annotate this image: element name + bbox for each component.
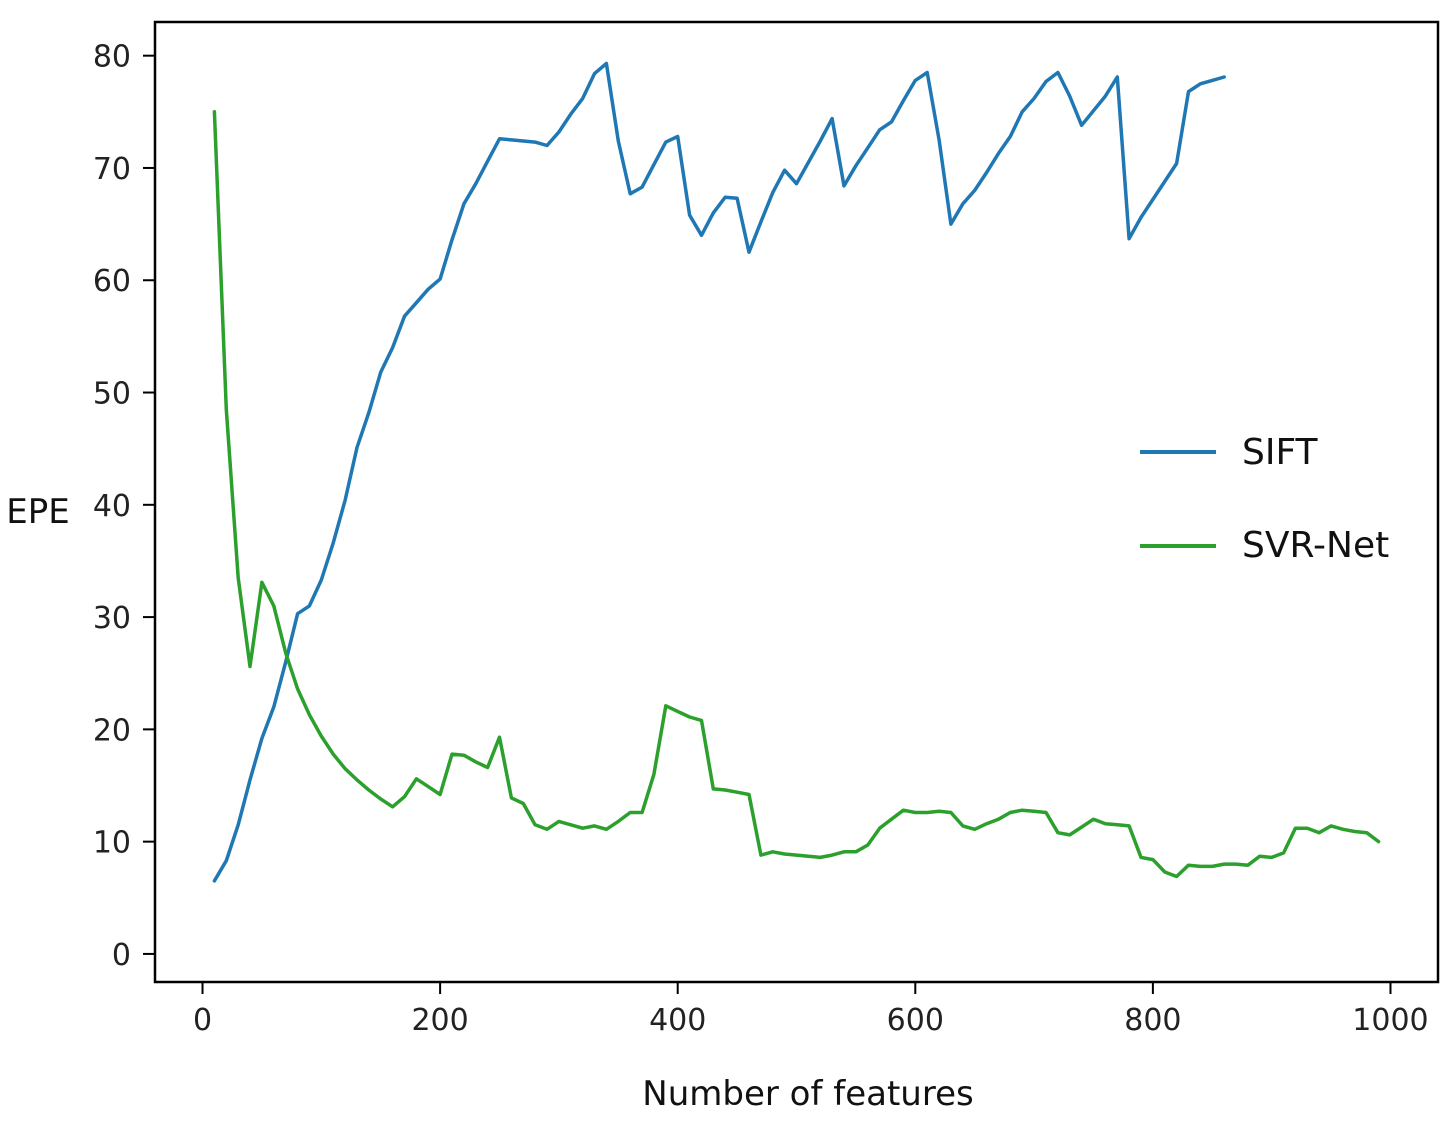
series-line-sift <box>212 61 1226 883</box>
legend-label-sift: SIFT <box>1242 432 1319 473</box>
y-tick-label: 10 <box>93 826 131 861</box>
x-tick-label: 600 <box>887 1003 944 1038</box>
legend-label-svr-net: SVR-Net <box>1242 525 1389 566</box>
y-tick-label: 60 <box>93 264 131 299</box>
series-line-svr-net <box>212 110 1381 879</box>
x-tick-label: 0 <box>193 1003 212 1038</box>
y-tick-label: 50 <box>93 377 131 412</box>
x-tick-label: 1000 <box>1352 1003 1428 1038</box>
y-tick-label: 30 <box>93 601 131 636</box>
legend: SIFT SVR-Net <box>1140 432 1389 566</box>
y-tick-label: 20 <box>93 713 131 748</box>
series-layer <box>212 61 1381 883</box>
y-axis-title: EPE <box>6 492 69 532</box>
x-tick-label: 800 <box>1124 1003 1181 1038</box>
y-axis: 0 10 20 30 40 50 60 70 80 <box>93 40 155 973</box>
x-axis: 0 200 400 600 800 1000 <box>193 982 1429 1038</box>
x-tick-label: 400 <box>649 1003 706 1038</box>
plot-frame <box>153 20 1440 984</box>
y-tick-label: 0 <box>112 938 131 973</box>
x-axis-title: Number of features <box>642 1074 973 1114</box>
y-tick-label: 80 <box>93 40 131 75</box>
y-tick-label: 70 <box>93 152 131 187</box>
y-tick-label: 40 <box>93 489 131 524</box>
x-tick-label: 200 <box>411 1003 468 1038</box>
